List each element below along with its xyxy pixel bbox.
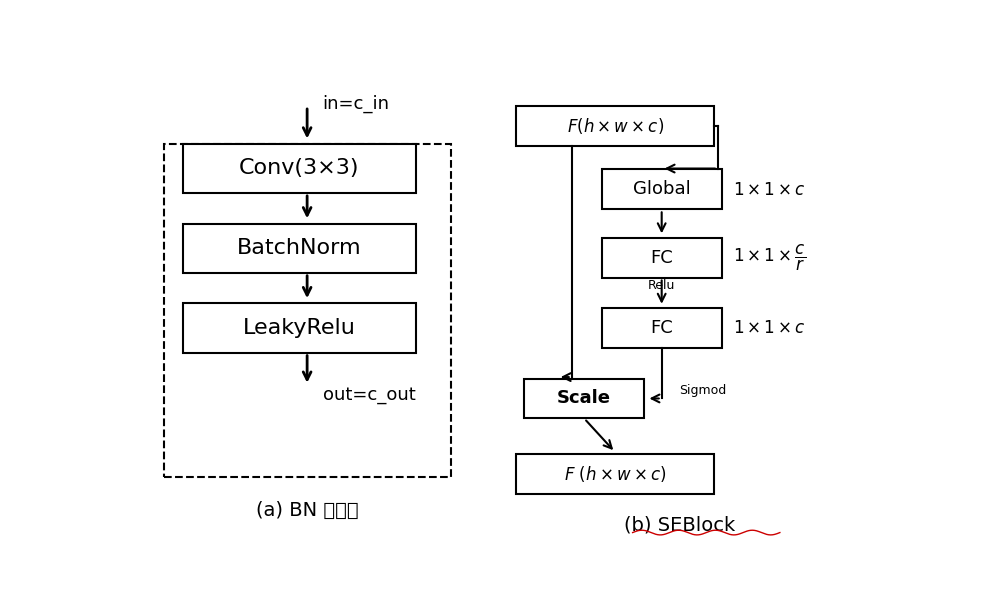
- Bar: [516, 454, 714, 493]
- Text: Sigmod: Sigmod: [679, 384, 726, 396]
- Bar: [602, 238, 722, 278]
- Bar: [602, 170, 722, 209]
- Text: $F(h\times w\times c)$: $F(h\times w\times c)$: [567, 116, 664, 136]
- Bar: [183, 144, 416, 193]
- Text: BatchNorm: BatchNorm: [237, 238, 362, 258]
- Text: FC: FC: [650, 319, 673, 337]
- Text: $1\times1\times c$: $1\times1\times c$: [733, 181, 806, 199]
- Bar: [602, 308, 722, 348]
- Bar: [164, 144, 450, 477]
- Text: Conv(3×3): Conv(3×3): [239, 159, 360, 178]
- Bar: [183, 223, 416, 273]
- Bar: [516, 106, 714, 146]
- Text: $1\times1\times c$: $1\times1\times c$: [733, 319, 806, 337]
- Text: Scale: Scale: [557, 389, 611, 407]
- Bar: [524, 378, 644, 418]
- Text: (b) SEBlock: (b) SEBlock: [624, 515, 735, 534]
- Bar: [183, 303, 416, 353]
- Text: $F\ (h\times w\times c)$: $F\ (h\times w\times c)$: [564, 464, 666, 484]
- Text: (a) BN 卷积块: (a) BN 卷积块: [256, 501, 358, 520]
- Text: $1\times1\times\dfrac{c}{r}$: $1\times1\times\dfrac{c}{r}$: [733, 243, 806, 273]
- Text: LeakyRelu: LeakyRelu: [243, 318, 356, 338]
- Text: Relu: Relu: [648, 279, 675, 292]
- Text: FC: FC: [650, 248, 673, 267]
- Text: in=c_in: in=c_in: [323, 95, 390, 113]
- Text: out=c_out: out=c_out: [323, 386, 415, 404]
- Text: Global: Global: [633, 181, 691, 198]
